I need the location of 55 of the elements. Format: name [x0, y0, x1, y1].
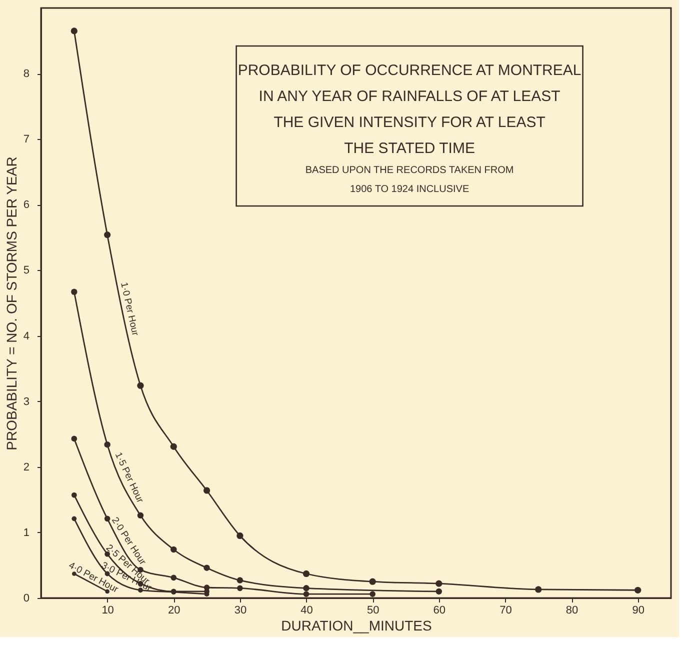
x-tick-label: 20 [168, 604, 180, 616]
text: 1·5 Per Hour [112, 450, 146, 505]
point [170, 443, 177, 450]
point [236, 532, 244, 540]
y-tick-label: 4 [23, 330, 30, 342]
x-tick-label: 30 [234, 604, 247, 616]
point [137, 382, 144, 389]
y-tick-label: 8 [23, 68, 30, 80]
y-tick-label: 7 [23, 134, 30, 146]
x-axis-title: DURATION__MINUTES [281, 618, 432, 634]
point [203, 487, 210, 494]
y-axis-title: PROBABILITY = NO. OF STORMS PER YEAR [3, 156, 20, 450]
point [237, 585, 243, 592]
text: 1·0 Per Hour [118, 281, 140, 337]
point [535, 586, 542, 593]
y-tick-label: 3 [23, 396, 30, 408]
text: THE GIVEN INTENSITY FOR AT LEAST [274, 114, 546, 131]
point [71, 288, 78, 295]
point [436, 588, 442, 595]
x-tick-label: 90 [632, 604, 644, 616]
point [70, 28, 78, 34]
text: 1906 TO 1924 INCLUSIVE [350, 184, 470, 195]
text: PROBABILITY OF OCCURRENCE AT MONTREAL [238, 62, 582, 79]
y-tick-label: 2 [23, 461, 30, 474]
x-tick-label: 80 [566, 604, 578, 616]
point [303, 591, 310, 597]
point [170, 546, 177, 553]
y-tick-label: 0 [23, 592, 30, 604]
point [71, 492, 77, 498]
y-tick-label: 5 [23, 264, 30, 277]
point [303, 585, 310, 592]
x-tick-label: 70 [500, 604, 512, 616]
point [369, 578, 376, 585]
point [104, 441, 110, 448]
text: BASED UPON THE RECORDS TAKEN FROM [305, 165, 514, 176]
y-tick-label: 1 [23, 526, 30, 539]
point [370, 591, 376, 597]
point [104, 232, 111, 238]
point [634, 586, 642, 594]
point [170, 574, 177, 581]
point [204, 564, 210, 571]
text: IN ANY YEAR OF RAINFALLS OF AT LEAST [258, 88, 560, 105]
x-tick-label: 10 [102, 604, 114, 616]
point [72, 516, 77, 522]
point [302, 570, 310, 578]
point [104, 516, 110, 522]
point [71, 436, 78, 442]
point [137, 512, 144, 519]
x-tick-label: 40 [300, 604, 313, 616]
text: THE STATED TIME [344, 140, 475, 157]
x-tick-label: 50 [366, 604, 380, 616]
x-tick-label: 60 [433, 604, 446, 616]
point [236, 577, 244, 584]
y-tick-label: 6 [23, 199, 30, 212]
point [436, 580, 442, 587]
